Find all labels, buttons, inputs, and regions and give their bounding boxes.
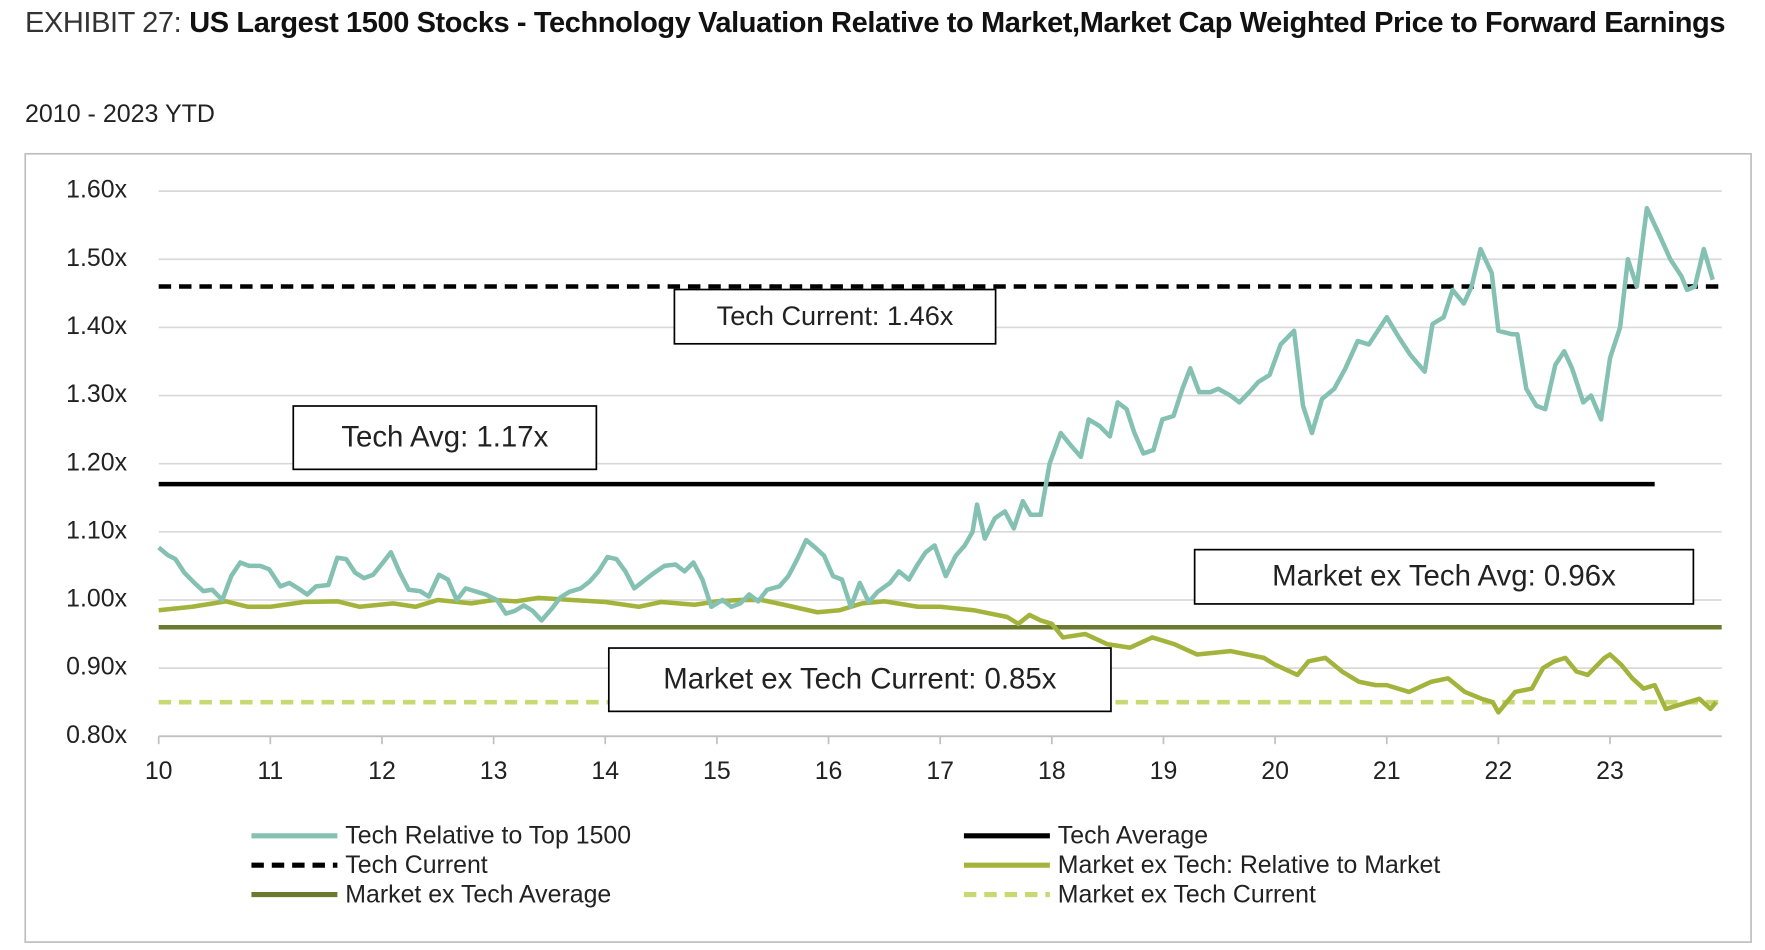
x-tick-label: 23: [1596, 757, 1624, 785]
y-tick-label: 0.80x: [66, 721, 127, 749]
legend-label: Tech Relative to Top 1500: [345, 821, 631, 849]
x-tick-label: 13: [480, 757, 508, 785]
annotation-box: [292, 405, 598, 471]
x-tick-label: 15: [703, 757, 731, 785]
x-tick-label: 14: [591, 757, 619, 785]
title-block: EXHIBIT 27: US Largest 1500 Stocks - Tech…: [25, 2, 1745, 45]
y-tick-label: 1.60x: [66, 176, 127, 204]
series-line: [158, 595, 1718, 715]
legend-label: Market ex Tech: Relative to Market: [1058, 851, 1441, 879]
y-tick-label: 1.10x: [66, 516, 127, 544]
y-tick-label: 1.50x: [66, 244, 127, 272]
annotation-text: Tech Current: 1.46x: [717, 300, 954, 331]
chart-title: US Largest 1500 Stocks - Technology Valu…: [189, 7, 1726, 39]
x-tick-label: 18: [1038, 757, 1066, 785]
chart-subtitle: 2010 - 2023 YTD: [25, 100, 215, 128]
title-prefix: EXHIBIT 27:: [25, 7, 182, 39]
legend-label: Market ex Tech Current: [1058, 880, 1316, 908]
x-tick-label: 10: [145, 757, 173, 785]
y-tick-label: 0.90x: [66, 653, 127, 681]
annotation-text: Market ex Tech Current: 0.85x: [663, 663, 1056, 696]
y-tick-label: 1.40x: [66, 312, 127, 340]
x-tick-label: 11: [257, 757, 283, 785]
x-tick-label: 20: [1261, 757, 1289, 785]
legend-label: Tech Average: [1058, 821, 1208, 849]
annotation-text: Market ex Tech Avg: 0.96x: [1272, 560, 1616, 593]
series-line: [157, 205, 1715, 623]
chart-frame: [24, 152, 1752, 943]
x-tick-label: 16: [815, 757, 843, 785]
annotation-text: Tech Avg: 1.17x: [341, 421, 548, 454]
x-tick-label: 21: [1373, 757, 1401, 785]
y-tick-label: 1.00x: [66, 585, 127, 613]
annotation-box: [673, 288, 997, 345]
annotation-box: [607, 647, 1112, 713]
legend-label: Tech Current: [345, 851, 487, 879]
y-tick-label: 1.30x: [66, 380, 127, 408]
x-tick-label: 22: [1485, 757, 1513, 785]
legend-label: Market ex Tech Average: [345, 880, 611, 908]
y-tick-label: 1.20x: [66, 448, 127, 476]
annotation-box: [1193, 548, 1695, 605]
x-tick-label: 12: [368, 757, 396, 785]
x-tick-label: 17: [926, 757, 954, 785]
x-tick-label: 19: [1150, 757, 1178, 785]
